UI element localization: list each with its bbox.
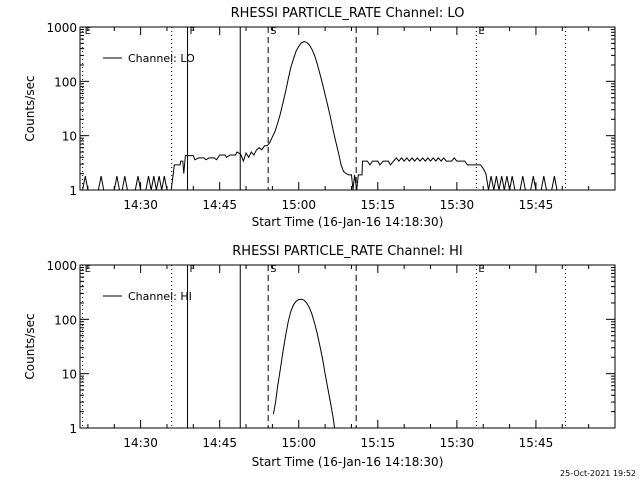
event-marker-label: E <box>85 26 91 37</box>
event-marker-label: E <box>478 26 484 37</box>
plot-frame <box>79 264 616 429</box>
plot-frame <box>79 26 616 191</box>
x-tick-label: 15:45 <box>519 198 554 212</box>
x-tick-label: 14:45 <box>202 198 237 212</box>
y-tick-label: 100 <box>54 313 77 327</box>
x-tick-label: 15:45 <box>519 436 554 450</box>
event-marker-label: F <box>190 264 196 275</box>
y-tick-label: 1000 <box>46 259 77 273</box>
x-tick-label: 14:45 <box>202 436 237 450</box>
legend-label: Channel: LO <box>128 52 195 65</box>
timestamp: 25-Oct-2021 19:52 <box>560 469 636 478</box>
y-tick-label: 1 <box>69 422 77 436</box>
chart-title: RHESSI PARTICLE_RATE Channel: HI <box>232 244 462 259</box>
event-marker-label: S <box>270 26 276 37</box>
event-marker-label: F <box>190 26 196 37</box>
x-tick-label: 15:30 <box>440 436 475 450</box>
y-tick-label: 1000 <box>46 21 77 35</box>
y-axis-label: Counts/sec <box>23 313 37 379</box>
x-tick-label: 15:30 <box>440 198 475 212</box>
legend-label: Channel: HI <box>128 290 192 303</box>
x-tick-label: 15:00 <box>281 436 316 450</box>
y-axis-label: Counts/sec <box>23 75 37 141</box>
series-line <box>272 298 336 429</box>
x-axis-label: Start Time (16-Jan-16 14:18:30) <box>252 215 444 229</box>
y-tick-label: 1 <box>69 184 77 198</box>
chart-lo-channel: RHESSI PARTICLE_RATE Channel: LO E F S E 14:3… <box>23 6 616 229</box>
x-tick-label: 14:30 <box>123 436 158 450</box>
y-tick-label: 10 <box>62 368 77 382</box>
x-tick-label: 14:30 <box>123 198 158 212</box>
y-tick-label: 100 <box>54 75 77 89</box>
event-marker-label: E <box>478 264 484 275</box>
x-axis-label: Start Time (16-Jan-16 14:18:30) <box>252 455 444 469</box>
event-marker-label: S <box>270 264 276 275</box>
event-marker-label: E <box>85 264 91 275</box>
series-line <box>82 40 558 191</box>
x-tick-label: 15:15 <box>361 198 396 212</box>
chart-title: RHESSI PARTICLE_RATE Channel: LO <box>231 6 465 21</box>
x-tick-label: 15:00 <box>281 198 316 212</box>
y-tick-label: 10 <box>62 130 77 144</box>
x-tick-label: 15:15 <box>361 436 396 450</box>
chart-hi-channel: RHESSI PARTICLE_RATE Channel: HI E F S E 14:3… <box>23 244 616 469</box>
